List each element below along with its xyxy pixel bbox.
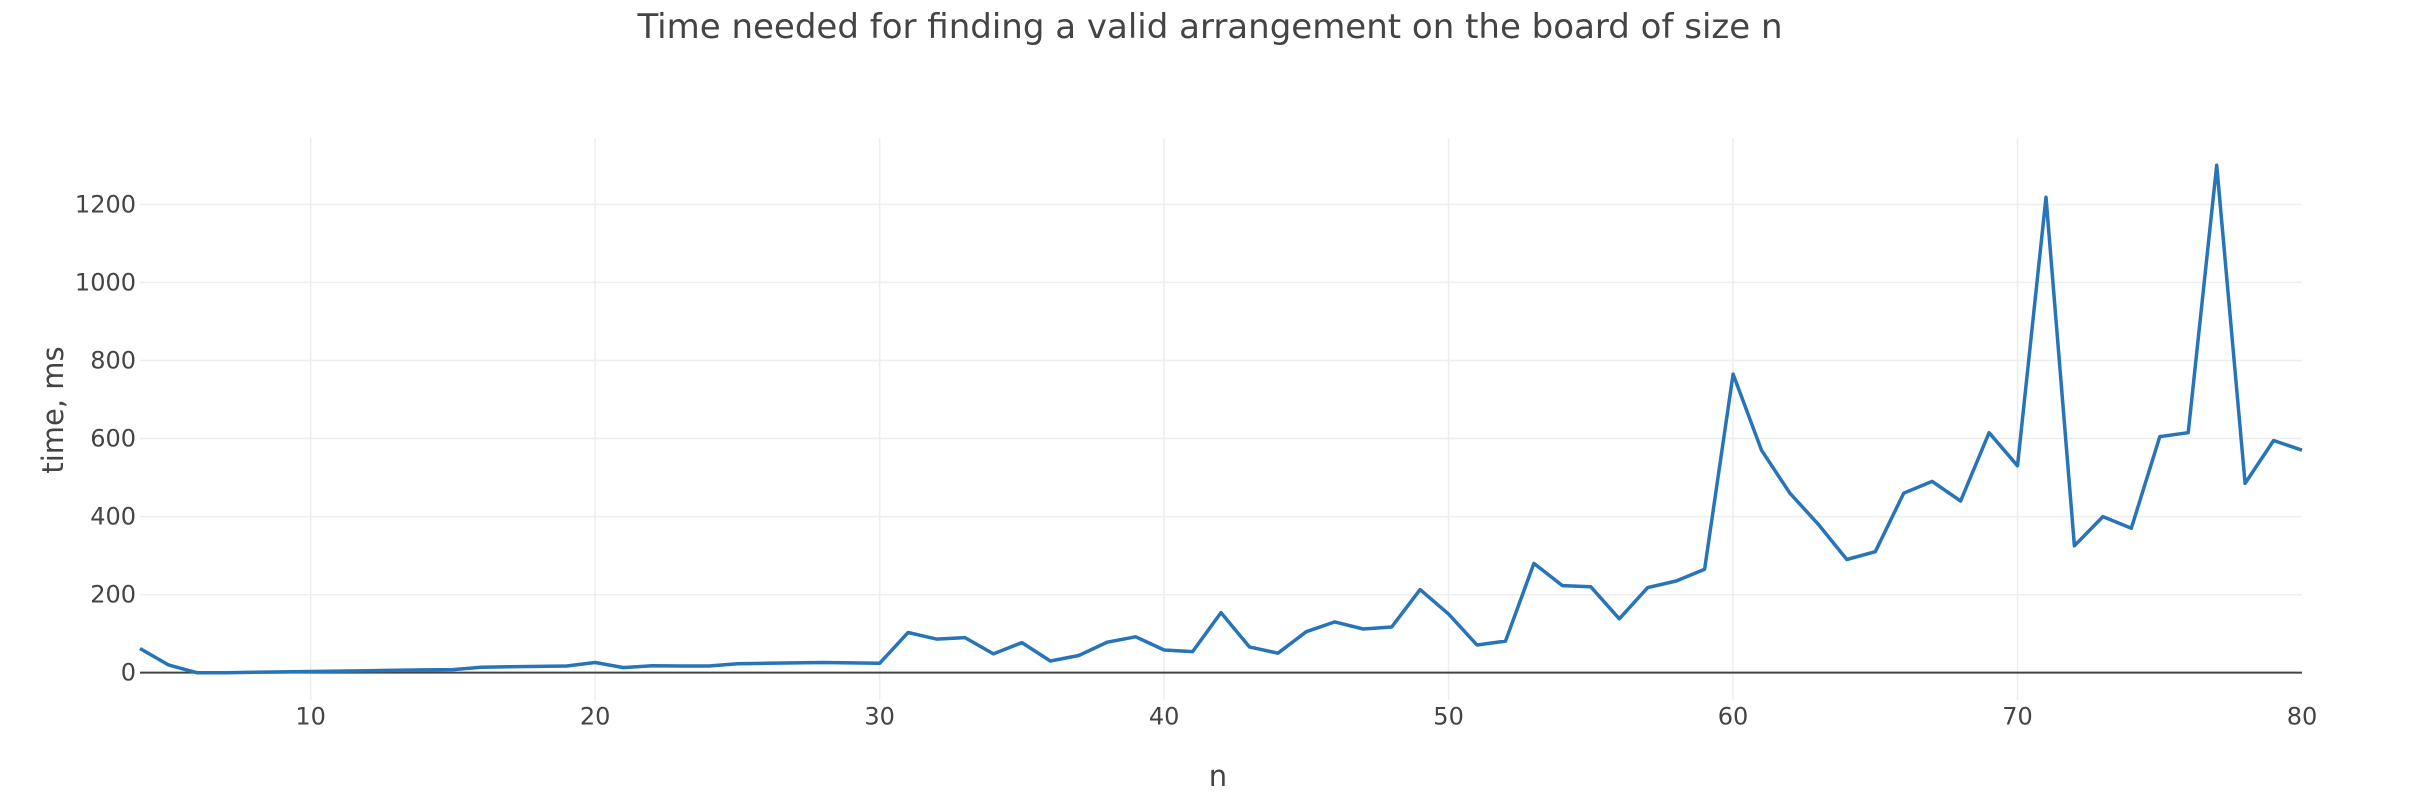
x-tick-label: 70 [2002,703,2033,731]
chart-title: Time needed for finding a valid arrangem… [636,7,1782,47]
y-tick-label: 1200 [75,190,136,218]
grid-layer [140,138,2302,700]
x-axis-ticks: 10 20 30 40 50 60 70 80 [295,703,2317,731]
x-tick-label: 40 [1149,703,1180,731]
y-axis-ticks: 0 200 400 600 800 1000 1200 [75,190,136,686]
x-tick-label: 80 [2287,703,2318,731]
series-layer [139,163,2303,675]
y-tick-label: 0 [121,659,136,687]
x-tick-label: 50 [1433,703,1464,731]
y-tick-label: 800 [90,346,136,374]
y-tick-label: 600 [90,425,136,453]
x-tick-label: 10 [295,703,326,731]
x-axis-title: n [1209,759,1227,793]
x-tick-label: 30 [864,703,895,731]
y-axis-title: time, ms [36,346,70,473]
y-tick-label: 400 [90,503,136,531]
x-tick-label: 60 [1718,703,1749,731]
x-tick-label: 20 [580,703,611,731]
series-line [139,163,2303,675]
y-tick-label: 1000 [75,268,136,296]
y-tick-label: 200 [90,581,136,609]
